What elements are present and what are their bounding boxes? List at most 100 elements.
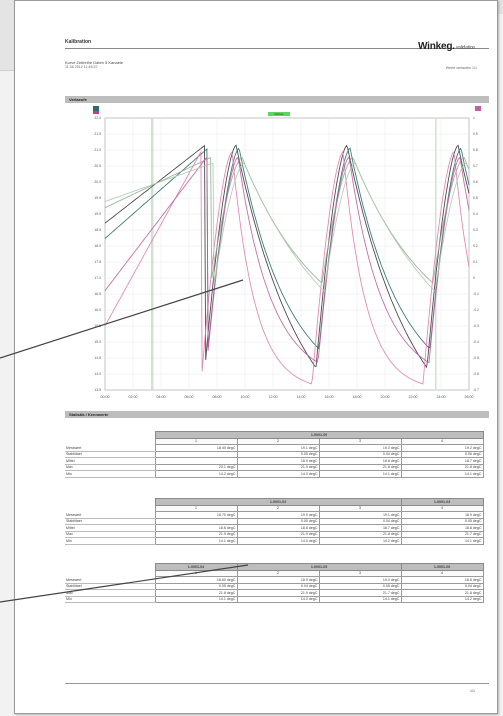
y-tick-label-right: -0.1 [473,292,479,296]
table-cell: 0.05 degC [318,582,402,590]
x-tick-label: 08:00 [213,395,222,399]
y-tick-label-left: 15.0 [94,340,101,344]
logo-sub: validation [455,45,475,51]
table-cell: 0.04 degC [318,517,402,525]
table-row: Mittel 18.6 degC 18.8 degC 18.7 degC 18.8 de… [65,524,484,532]
right-axis-icon [475,106,481,111]
report-title: Kalibration [65,39,92,45]
y-tick-label-right: 0.3 [473,228,478,232]
y-tick-label-left: 17.0 [94,276,101,280]
section-title-table: Statistik / Kennwerte [69,412,109,417]
series-line-3 [104,156,470,284]
y-tick-label-right: 0.2 [473,244,478,248]
x-tick-label: 26:00 [465,395,474,399]
series-line-2 [104,147,470,350]
y-tick-label-right: -0.3 [473,324,479,328]
marker-label: Marker [274,112,283,116]
y-tick-label-left: 16.5 [94,292,101,296]
report-date: 11.06.2012 11:45:22 [65,65,98,69]
marker-tag [268,112,290,116]
y-tick-label-left: 20.0 [94,180,101,184]
table-cell: 14.2 degC [154,470,238,478]
table-column-number: 4 [400,569,484,577]
left-axis-icon [93,106,99,111]
y-tick-label-left: 18.0 [94,244,101,248]
x-tick-label: 12:00 [269,395,278,399]
y-tick-label-right: 0.6 [473,180,478,184]
row-label: Min [65,537,155,545]
section-title-chart: Verlaeufe [69,97,87,102]
table-cell: 21.7 degC [318,589,402,597]
y-tick-label-left: 13.5 [94,388,101,392]
table-cell: 14.2 degC [318,537,402,545]
y-tick-label-right: 0.1 [473,260,478,264]
y-tick-label-right: 1 [473,116,475,120]
y-tick-label-left: 21.5 [94,132,101,136]
statistics-table-3: 1-0001-04 1-0001-05 1-0001-06 1 2 3 4 Messwert 1… [65,563,484,603]
report-page-info: Werte verlaufen 1/1 [445,66,477,70]
table-cell: 18.9 degC [400,511,484,519]
table-cell: 19.1 degC [318,511,402,519]
table-cell: 14.2 degC [400,595,484,603]
statistics-table-2: 1-0001-02 1-0001-03 1 2 3 4 Messwert 18.70 degC… [65,498,484,545]
y-tick-label-left: 16.0 [94,308,101,312]
y-tick-label-right: 0 [473,276,475,280]
series-line-4 [104,150,470,385]
section-bar-chart: Verlaeufe [65,96,489,103]
x-tick-label: 04:00 [157,395,166,399]
table-cell: 14.1 degC [154,595,238,603]
x-tick-label: 20:00 [381,395,390,399]
y-tick-label-right: -0.4 [473,340,479,344]
company-logo: Winkeg.validation [418,41,475,52]
y-tick-label-right: 0.4 [473,212,478,216]
row-label: Stabilitaet [65,518,155,525]
page-number: 1/1 [470,689,475,693]
table-cell: 19.0 degC [318,576,402,584]
table-cell: 21.8 degC [400,589,484,597]
x-tick-label: 14:00 [297,395,306,399]
series-line-1 [104,144,470,369]
y-tick-label-right: 0.8 [473,148,478,152]
row-label: Messwert [65,444,155,452]
table-cell: 18.7 degC [318,524,402,532]
x-tick-label: 06:00 [185,395,194,399]
chart-grid [104,117,470,391]
x-tick-label: 16:00 [325,395,334,399]
y-tick-label-left: 15.5 [94,324,101,328]
y-tick-label-right: 0.7 [473,164,478,168]
row-label: Min [65,596,155,603]
row-label: Min [65,470,155,478]
table-cell: 0.04 degC [400,582,484,590]
plot-area [104,117,470,391]
statistics-table-1: 1-0001-00 1 2 3 4 Messwert 18.40 degC 19.1 degC… [65,431,484,478]
row-label: Stabilitaet [65,451,155,458]
table-cell: 14.1 degC [400,537,484,545]
y-tick-label-left: 14.0 [94,372,101,376]
x-tick-label: 22:00 [409,395,418,399]
footer-rule [65,683,489,684]
row-label: Mittel [65,457,155,465]
row-label: Max [65,531,155,538]
y-tick-label-left: 14.5 [94,356,101,360]
y-tick-label-left: 19.0 [94,212,101,216]
table-group-header: 1-0001-06 [400,563,484,571]
report-page: Kalibration Winkeg.validation Kurve Zeit… [14,0,498,714]
row-label: Messwert [65,511,155,519]
table-row: Min 14.1 degC 14.0 degC 14.1 degC 14.2 degC [65,595,484,603]
left-axis-icon-2 [93,111,99,114]
table-cell: 14.1 degC [318,470,402,478]
row-label: Max [65,464,155,471]
x-tick-label: 10:00 [241,395,250,399]
y-tick-label-right: -0.5 [473,356,479,360]
x-tick-label: 18:00 [353,395,362,399]
header-rule [65,48,489,49]
series-line-5 [104,155,470,364]
table-cell: 14.1 degC [318,595,402,603]
table-cell: 14.1 degC [154,537,238,545]
y-tick-label-left: 18.5 [94,228,101,232]
y-tick-label-right: -0.7 [473,388,479,392]
table-cell: 0.05 degC [400,517,484,525]
table-cell: 18.8 degC [400,576,484,584]
logo-main: Winkeg. [418,41,455,52]
row-label: Mittel [65,524,155,532]
